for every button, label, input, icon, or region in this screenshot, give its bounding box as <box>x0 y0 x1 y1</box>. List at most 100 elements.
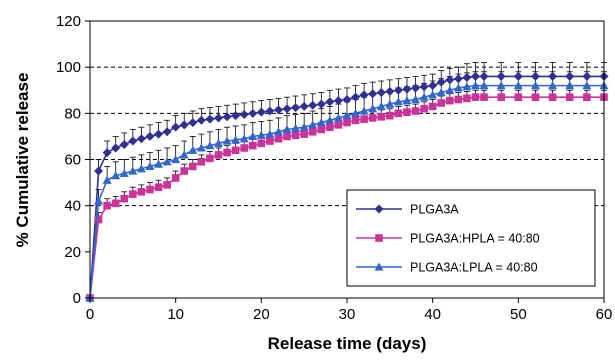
legend-items: PLGA3A PLGA3A:HPLA = 40:80 PLGA3A:LPLA = 4… <box>356 203 540 275</box>
data-point <box>377 112 386 121</box>
legend-label: PLGA3A <box>410 203 459 217</box>
legend-label: PLGA3A:HPLA = 40:80 <box>410 232 540 246</box>
data-point <box>103 201 111 210</box>
data-point <box>376 101 386 111</box>
data-point <box>179 120 189 130</box>
data-point <box>471 71 480 81</box>
data-point <box>548 81 558 90</box>
data-point <box>471 81 480 90</box>
data-point <box>530 81 540 90</box>
data-point <box>119 168 129 177</box>
data-point <box>162 157 172 166</box>
y-tick-label: 100 <box>56 59 81 76</box>
data-point <box>436 88 446 97</box>
x-tick-label: 40 <box>424 306 441 323</box>
data-point <box>582 81 592 90</box>
x-tick-label: 10 <box>167 306 184 323</box>
data-point <box>196 143 206 152</box>
data-point <box>222 112 232 122</box>
data-point <box>376 88 386 98</box>
data-point <box>154 129 164 139</box>
data-point <box>385 86 395 96</box>
data-point <box>283 132 291 141</box>
data-point <box>265 106 275 116</box>
data-point <box>513 71 523 81</box>
data-point <box>214 138 223 147</box>
data-point <box>171 122 181 132</box>
data-point <box>582 71 592 81</box>
data-point <box>145 131 155 141</box>
data-point <box>463 94 471 103</box>
data-point <box>316 118 326 127</box>
x-tick-label: 0 <box>86 306 94 323</box>
data-point <box>333 96 343 106</box>
data-point <box>428 102 437 111</box>
data-point <box>565 93 574 101</box>
data-point <box>359 90 369 100</box>
data-point <box>273 105 283 115</box>
data-point <box>240 144 248 152</box>
data-point <box>402 96 412 105</box>
data-point <box>163 181 171 189</box>
data-point <box>479 71 489 81</box>
x-tick-label: 20 <box>253 306 270 323</box>
x-axis-title: Release time (days) <box>268 334 427 353</box>
data-point <box>351 108 361 117</box>
data-point <box>325 115 335 124</box>
data-point <box>162 127 172 137</box>
data-point <box>223 148 231 157</box>
data-point <box>291 103 301 113</box>
square-marker-icon <box>375 234 383 242</box>
legend-item-2: PLGA3A:HPLA = 40:80 <box>356 232 540 246</box>
data-point <box>411 94 421 104</box>
y-tick-label: 120 <box>56 13 81 30</box>
data-point <box>453 74 463 84</box>
data-point <box>120 194 129 203</box>
data-point <box>196 115 206 125</box>
data-point <box>256 107 266 117</box>
y-tick-label: 40 <box>64 198 81 215</box>
data-point <box>257 139 266 148</box>
data-point <box>419 92 429 101</box>
x-tick-label: 30 <box>339 306 356 323</box>
series-3 <box>85 81 609 302</box>
data-point <box>393 97 403 106</box>
data-point <box>248 131 258 141</box>
data-point <box>471 93 480 101</box>
data-point <box>145 161 155 171</box>
data-point <box>171 174 180 182</box>
data-point <box>351 92 361 102</box>
data-point <box>411 107 420 115</box>
data-point <box>231 135 241 144</box>
data-point <box>205 114 215 124</box>
data-point <box>368 104 378 113</box>
data-point <box>299 101 309 111</box>
data-point <box>531 93 540 101</box>
data-point <box>360 115 368 123</box>
data-point <box>326 123 334 131</box>
data-point <box>94 196 104 205</box>
data-point <box>462 82 472 91</box>
data-point <box>402 84 412 94</box>
data-point <box>446 96 454 105</box>
data-point <box>436 77 446 87</box>
x-tick-label: 60 <box>596 306 613 323</box>
data-point <box>214 113 223 123</box>
data-point <box>325 97 335 107</box>
data-point <box>403 108 411 116</box>
data-point <box>179 150 189 159</box>
data-point <box>154 183 163 191</box>
data-point <box>197 158 206 166</box>
data-point <box>530 71 540 81</box>
data-point <box>188 118 198 128</box>
data-point <box>394 109 403 118</box>
data-point <box>496 71 506 81</box>
data-point <box>454 95 463 104</box>
diamond-marker-icon <box>374 204 384 214</box>
data-point <box>411 83 421 93</box>
data-point <box>189 162 197 171</box>
data-point <box>154 159 164 168</box>
y-tick-label: 20 <box>64 244 81 261</box>
